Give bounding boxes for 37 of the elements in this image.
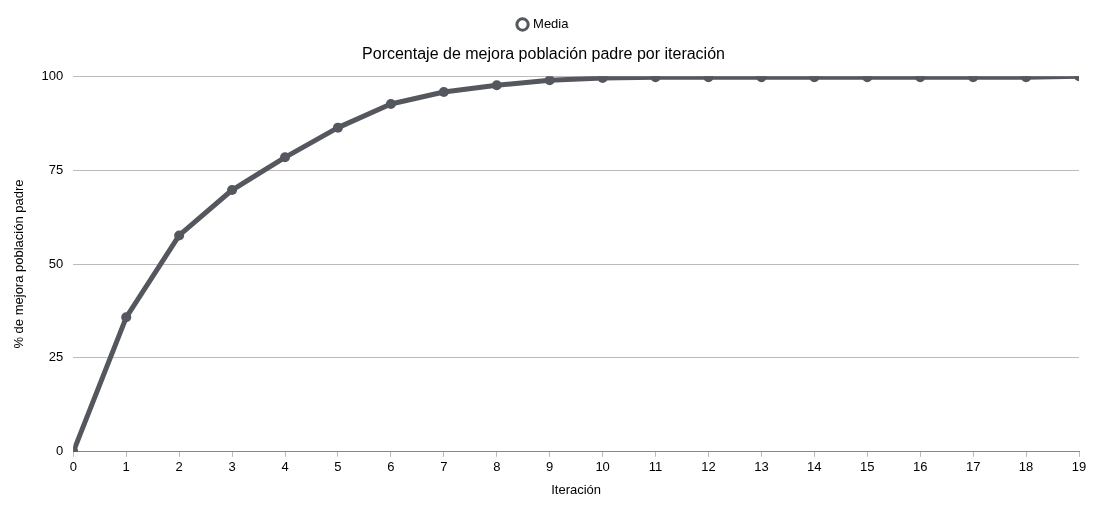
x-tick-label: 15 bbox=[860, 459, 875, 475]
y-tick-label: 75 bbox=[48, 161, 64, 177]
x-tick-label: 4 bbox=[281, 459, 289, 475]
point bbox=[544, 76, 555, 86]
y-tick-label: 50 bbox=[48, 255, 64, 271]
y-tick-label: 0 bbox=[56, 443, 64, 459]
x-tick-label: 12 bbox=[701, 459, 716, 475]
y-tick-label: 25 bbox=[48, 349, 64, 365]
x-tick-label: 13 bbox=[754, 459, 769, 475]
point bbox=[227, 185, 238, 196]
x-tick-label: 14 bbox=[807, 459, 822, 475]
x-tick-label: 17 bbox=[965, 459, 981, 475]
point bbox=[597, 76, 608, 84]
point bbox=[121, 312, 132, 323]
x-tick-label: 9 bbox=[546, 459, 554, 475]
x-tick-label: 11 bbox=[648, 459, 663, 475]
x-tick-label: 7 bbox=[440, 459, 448, 475]
chart-title: Porcentaje de mejora población padre por iteración bbox=[362, 45, 725, 63]
x-tick-label: 18 bbox=[1018, 459, 1034, 475]
x-tick-label: 19 bbox=[1071, 459, 1087, 475]
x-tick-label: 1 bbox=[122, 459, 130, 475]
x-tick-label: 5 bbox=[334, 459, 342, 475]
x-axis-title: Iteración bbox=[551, 481, 602, 497]
point bbox=[332, 122, 343, 133]
x-tick-label: 8 bbox=[493, 459, 501, 475]
y-axis-title: % de mejora población padre bbox=[11, 179, 27, 349]
x-tick-label: 16 bbox=[912, 459, 928, 475]
point bbox=[174, 230, 185, 241]
x-tick-label: 2 bbox=[175, 459, 183, 475]
point bbox=[491, 80, 502, 91]
legend-label: Media bbox=[533, 16, 570, 32]
x-tick-label: 3 bbox=[228, 459, 236, 475]
point bbox=[280, 152, 291, 163]
x-tick-label: 6 bbox=[387, 459, 395, 475]
y-tick-label: 100 bbox=[41, 67, 64, 83]
x-tick-label: 10 bbox=[595, 459, 610, 475]
x-tick-label: 0 bbox=[69, 459, 77, 475]
